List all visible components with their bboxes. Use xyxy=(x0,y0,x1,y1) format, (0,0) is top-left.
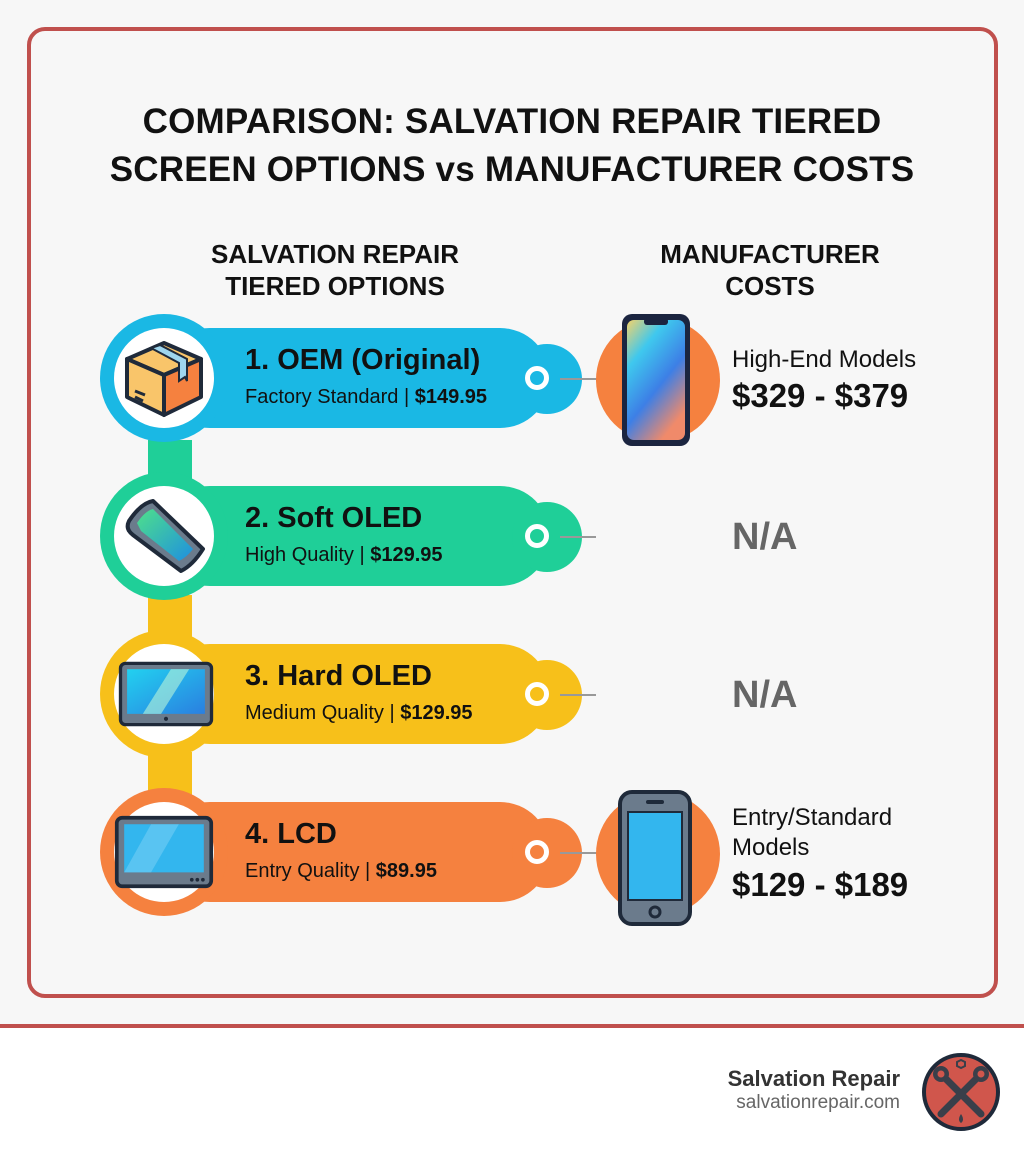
tier-name: 1. OEM (Original) xyxy=(245,344,481,376)
tier-icon-circle xyxy=(100,472,228,600)
left-column-heading: SALVATION REPAIR TIERED OPTIONS xyxy=(180,238,490,302)
right-column-heading: MANUFACTURER COSTS xyxy=(620,238,920,302)
brand-url[interactable]: salvationrepair.com xyxy=(736,1092,900,1113)
connector-line xyxy=(560,536,596,538)
tier-quality: Factory Standard | xyxy=(245,386,415,408)
tier-quality: Medium Quality | xyxy=(245,702,401,724)
tier-price: $149.95 xyxy=(414,386,488,408)
connector-node-icon xyxy=(525,682,549,706)
connector-line xyxy=(560,378,600,380)
manufacturer-na: N/A xyxy=(732,516,798,558)
manufacturer-price: $329 - $379 xyxy=(732,377,909,414)
footer-divider xyxy=(0,1024,1024,1028)
footer xyxy=(0,1028,1024,1154)
connector-line xyxy=(560,694,596,696)
title-line-1: COMPARISON: SALVATION REPAIR TIERED xyxy=(142,102,882,141)
tier-price: $89.95 xyxy=(375,860,437,882)
page-title: COMPARISON: SALVATION REPAIR TIERED SCRE… xyxy=(0,98,1024,194)
right-heading-line-1: MANUFACTURER xyxy=(660,239,880,269)
tier-details: Medium Quality | $129.95 xyxy=(245,702,473,725)
tier-quality: High Quality | xyxy=(245,544,371,566)
tier-icon-circle xyxy=(100,788,228,916)
tier-name: 3. Hard OLED xyxy=(245,660,432,692)
smartphone-icon xyxy=(622,314,690,446)
title-line-2: SCREEN OPTIONS vs MANUFACTURER COSTS xyxy=(109,150,915,189)
left-heading-line-1: SALVATION REPAIR xyxy=(211,239,459,269)
left-heading-line-2: TIERED OPTIONS xyxy=(225,271,445,301)
flexible-screen-icon xyxy=(125,499,205,573)
tier-lcd: 4. LCD Entry Quality | $89.95 xyxy=(100,788,582,948)
tier-icon-circle xyxy=(100,630,228,758)
tier-details: Entry Quality | $89.95 xyxy=(245,860,437,883)
connector-node-icon xyxy=(525,524,549,548)
tier-hard-oled: 3. Hard OLED Medium Quality | $129.95 xyxy=(100,630,582,790)
tier-icon-circle xyxy=(100,314,228,442)
tier-quality: Entry Quality | xyxy=(245,860,376,882)
connector-node-icon xyxy=(525,366,549,390)
tier-soft-oled: 2. Soft OLED High Quality | $129.95 xyxy=(100,472,582,632)
tier-oem: 1. OEM (Original) Factory Standard | $14… xyxy=(100,314,582,474)
manufacturer-label-line-2: Models xyxy=(732,834,810,861)
brand-block: Salvation Repair salvationrepair.com xyxy=(728,1066,900,1114)
brand-name: Salvation Repair xyxy=(727,1066,900,1091)
tier-price: $129.95 xyxy=(400,702,473,724)
lcd-screen-icon xyxy=(114,815,214,889)
manufacturer-label: High-End Models xyxy=(732,346,917,373)
tier-details: High Quality | $129.95 xyxy=(245,544,443,567)
manufacturer-label-line-1: Entry/Standard xyxy=(732,804,893,831)
connector-line xyxy=(560,852,600,854)
classic-phone-icon xyxy=(618,790,692,926)
box-icon xyxy=(125,341,203,417)
tier-price: $129.95 xyxy=(370,544,443,566)
manufacturer-price: $129 - $189 xyxy=(732,866,909,903)
tier-name: 2. Soft OLED xyxy=(245,502,423,534)
tier-name: 4. LCD xyxy=(245,818,337,850)
manufacturer-na: N/A xyxy=(732,674,798,716)
right-heading-line-2: COSTS xyxy=(725,271,815,301)
manufacturer-label: Entry/Standard Models xyxy=(732,803,892,863)
connector-node-icon xyxy=(525,840,549,864)
wrench-logo-icon xyxy=(922,1053,1000,1131)
tier-details: Factory Standard | $149.95 xyxy=(245,386,487,409)
tablet-screen-icon xyxy=(118,661,214,727)
